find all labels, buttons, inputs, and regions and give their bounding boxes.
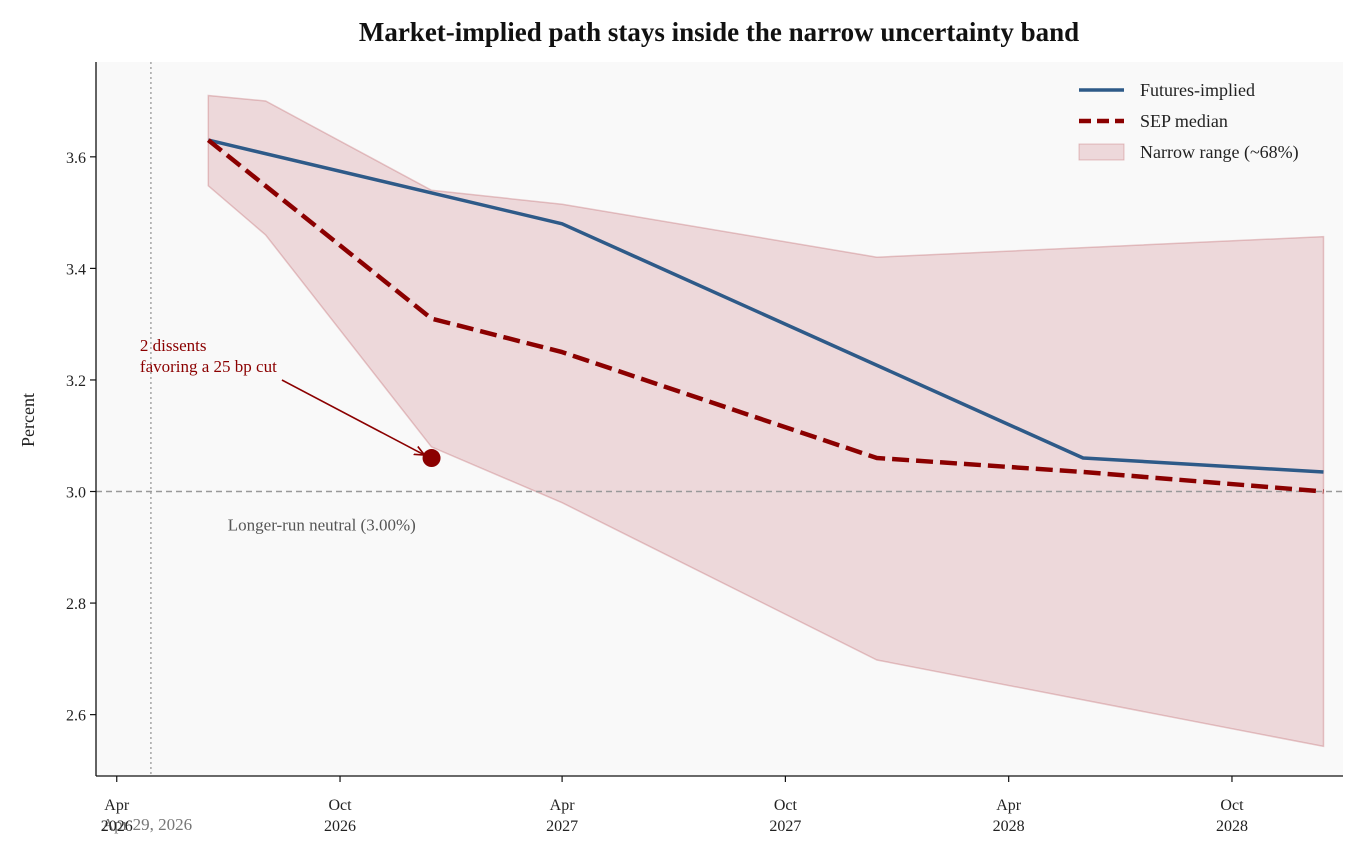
- legend-band-swatch: [1078, 143, 1125, 161]
- legend-label: Futures-implied: [1140, 80, 1255, 100]
- y-tick-label: 2.8: [66, 596, 86, 613]
- plot-area: [96, 62, 1343, 776]
- y-tick-label: 3.4: [66, 261, 86, 278]
- futures-implied-line: [207, 138, 1324, 474]
- x-tick-label: Oct 2026: [324, 797, 356, 835]
- neutral-rate-label: Longer-run neutral (3.00%): [228, 516, 416, 535]
- x-tick-label: Apr 2028: [993, 797, 1025, 835]
- x-tick-label: Apr 2026: [101, 797, 133, 835]
- y-tick-label: 3.6: [66, 150, 86, 167]
- y-tick-label: 3.2: [66, 373, 86, 390]
- sep-median-line: [206, 138, 1324, 494]
- dissent-marker: [422, 449, 441, 468]
- annotation-text: 2 dissents favoring a 25 bp cut: [140, 336, 277, 376]
- legend-label: SEP median: [1140, 111, 1228, 131]
- legend: Futures-implied SEP median Narrow range (~…: [1078, 80, 1299, 163]
- y-tick-label: 2.6: [66, 708, 86, 725]
- legend-label: Narrow range (~68%): [1140, 142, 1299, 163]
- annotation-arrow: [281, 379, 425, 455]
- x-tick-label: Oct 2027: [769, 797, 801, 835]
- chart-title: Market-implied path stays inside the nar…: [359, 17, 1079, 47]
- y-tick-label: 3.0: [66, 485, 86, 502]
- series-layer: [206, 138, 1324, 494]
- annotation-layer: 2 dissents favoring a 25 bp cut: [140, 336, 441, 468]
- reference-lines-layer: Longer-run neutral (3.00%) Apr 29, 2026: [96, 62, 1343, 834]
- x-tick-label: Apr 2027: [546, 797, 578, 835]
- meeting-date-label: Apr 29, 2026: [102, 815, 192, 834]
- x-tick-label: Oct 2028: [1216, 797, 1248, 835]
- axes-layer: 2.6 2.8 3.0 3.2 3.4 3.6 Apr 2026 Oct 2026 Apr 2027 O…: [66, 62, 1343, 835]
- y-axis-label: Percent: [18, 393, 38, 447]
